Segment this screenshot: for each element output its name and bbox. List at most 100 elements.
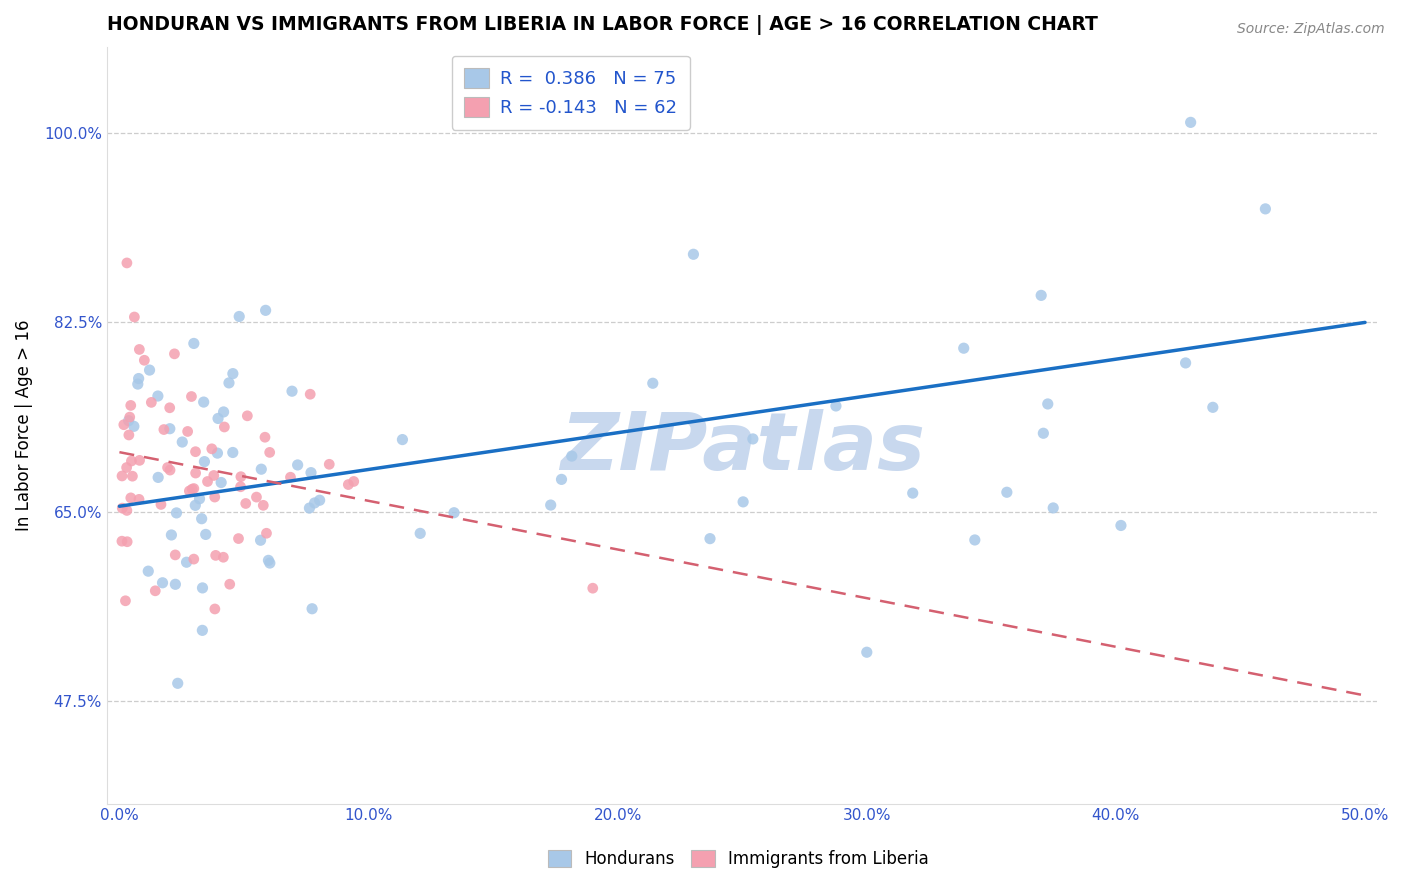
Point [143,583,166,598]
Point [257,553,280,567]
Point [184,466,207,480]
Point [1032,426,1054,441]
Point [256,526,278,541]
Point [228,532,250,546]
Point [318,458,340,472]
Point [212,550,235,565]
Point [741,432,763,446]
Point [124,310,146,324]
Point [127,377,149,392]
Point [141,395,163,409]
Point [188,491,211,506]
Point [855,645,877,659]
Point [191,581,214,595]
Point [443,506,465,520]
Point [138,363,160,377]
Point [228,310,250,324]
Point [222,367,245,381]
Point [149,498,172,512]
Point [120,454,142,468]
Point [252,499,274,513]
Point [207,411,229,425]
Point [733,495,755,509]
Point [1180,115,1202,129]
Point [299,466,322,480]
Text: Source: ZipAtlas.com: Source: ZipAtlas.com [1237,22,1385,37]
Point [128,371,150,385]
Point [218,376,240,390]
Text: ZIPatlas: ZIPatlas [560,409,925,487]
Point [550,472,572,486]
Point [218,577,240,591]
Point [250,462,273,476]
Point [1109,518,1132,533]
Point [165,548,187,562]
Point [183,482,205,496]
Point [128,343,150,357]
Point [699,532,721,546]
Point [114,594,136,608]
Point [287,458,309,472]
Point [166,676,188,690]
Point [582,581,605,595]
Point [136,564,159,578]
Point [229,469,252,483]
Point [159,463,181,477]
Point [212,405,235,419]
Point [259,556,281,570]
Point [963,533,986,547]
Point [202,468,225,483]
Point [184,499,207,513]
Point [122,419,145,434]
Point [304,496,326,510]
Point [298,501,321,516]
Point [995,485,1018,500]
Point [1174,356,1197,370]
Point [901,486,924,500]
Point [176,425,198,439]
Point [259,445,281,459]
Point [337,477,360,491]
Point [134,353,156,368]
Point [111,501,134,516]
Point [115,534,138,549]
Legend: Hondurans, Immigrants from Liberia: Hondurans, Immigrants from Liberia [541,843,935,875]
Point [209,475,232,490]
Legend: R =  0.386   N = 75, R = -0.143   N = 62: R = 0.386 N = 75, R = -0.143 N = 62 [451,55,690,129]
Point [682,247,704,261]
Point [115,256,138,270]
Point [197,475,219,489]
Point [128,492,150,507]
Point [952,341,974,355]
Point [254,303,277,318]
Point [152,575,174,590]
Point [1036,397,1059,411]
Point [229,480,252,494]
Point [121,469,143,483]
Point [641,376,664,391]
Point [308,493,330,508]
Point [1202,401,1225,415]
Point [249,533,271,548]
Point [117,414,139,428]
Point [301,601,323,615]
Point [245,490,267,504]
Point [222,445,245,459]
Point [176,555,198,569]
Point [207,446,229,460]
Point [179,483,201,498]
Point [299,387,322,401]
Point [128,453,150,467]
Point [1042,500,1064,515]
Point [191,624,214,638]
Point [115,460,138,475]
Point [204,602,226,616]
Point [120,399,142,413]
Point [166,506,188,520]
Point [204,490,226,504]
Point [343,475,366,489]
Point [280,470,302,484]
Point [409,526,432,541]
Point [118,410,141,425]
Point [201,442,224,456]
